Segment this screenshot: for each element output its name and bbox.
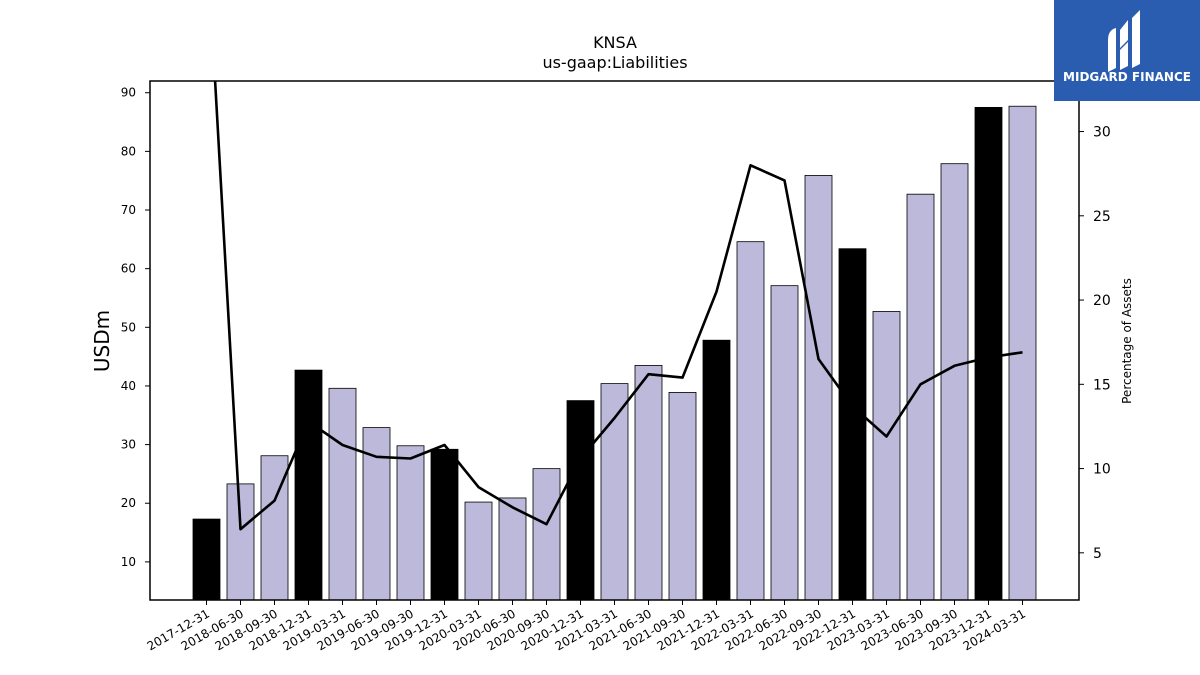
bar-2021-09-30 <box>668 391 697 601</box>
y-tick-label: 30 <box>121 438 136 452</box>
bar-2021-06-30 <box>634 365 663 601</box>
bar-2022-06-30 <box>770 285 799 601</box>
y-tick-label: 40 <box>121 379 136 393</box>
bar-2019-12-31 <box>430 448 459 601</box>
y-axis-left: 10 20 30 40 50 60 70 80 90 <box>121 86 150 569</box>
bar-2021-12-31 <box>702 339 731 601</box>
bar-2019-03-31 <box>328 387 357 601</box>
brand-logo: MIDGARD FINANCE <box>1054 0 1200 101</box>
y-tick-label: 70 <box>121 203 136 217</box>
bar-2020-06-30 <box>498 497 527 601</box>
y2-tick-label: 30 <box>1093 125 1111 141</box>
bar-2018-06-30 <box>226 483 255 601</box>
bar-2021-03-31 <box>600 383 629 601</box>
y2-axis-label: Percentage of Assets <box>1120 278 1134 404</box>
y-tick-label: 50 <box>121 320 136 334</box>
bar-2023-12-31 <box>974 106 1003 601</box>
bar-2023-09-30 <box>940 163 969 601</box>
bar-2022-12-31 <box>838 248 867 601</box>
bar-2017-12-31 <box>192 518 221 601</box>
y2-tick-label: 15 <box>1093 377 1111 393</box>
y-tick-label: 90 <box>121 86 136 100</box>
bar-series <box>192 105 1037 601</box>
brand-logo-icon <box>1108 10 1140 72</box>
y2-tick-label: 25 <box>1093 209 1111 225</box>
y-tick-label: 60 <box>121 262 136 276</box>
bar-2022-03-31 <box>736 241 765 601</box>
brand-name: MIDGARD FINANCE <box>1063 70 1191 84</box>
bar-2019-09-30 <box>396 445 425 601</box>
y-axis-right: 5 10 15 20 25 30 <box>1079 125 1111 562</box>
y-tick-label: 80 <box>121 144 136 158</box>
bar-2020-09-30 <box>532 468 561 601</box>
bar-2023-03-31 <box>872 311 901 601</box>
y-tick-label: 10 <box>121 555 136 569</box>
bar-2018-12-31 <box>294 369 323 601</box>
bar-2022-09-30 <box>804 175 833 601</box>
y2-tick-label: 10 <box>1093 462 1111 478</box>
line-series <box>213 81 1023 531</box>
y2-tick-label: 5 <box>1093 546 1102 562</box>
y2-tick-label: 20 <box>1093 293 1111 309</box>
bar-2020-03-31 <box>464 501 493 601</box>
y-tick-label: 20 <box>121 496 136 510</box>
bar-2020-12-31 <box>566 400 595 601</box>
x-axis: 2017-12-312018-06-302018-09-302018-12-31… <box>145 600 1028 653</box>
chart-subtitle: us-gaap:Liabilities <box>542 53 687 72</box>
chart-title: KNSA <box>593 33 637 52</box>
line-path <box>213 81 1023 531</box>
y-axis-label: USDm <box>90 310 114 372</box>
